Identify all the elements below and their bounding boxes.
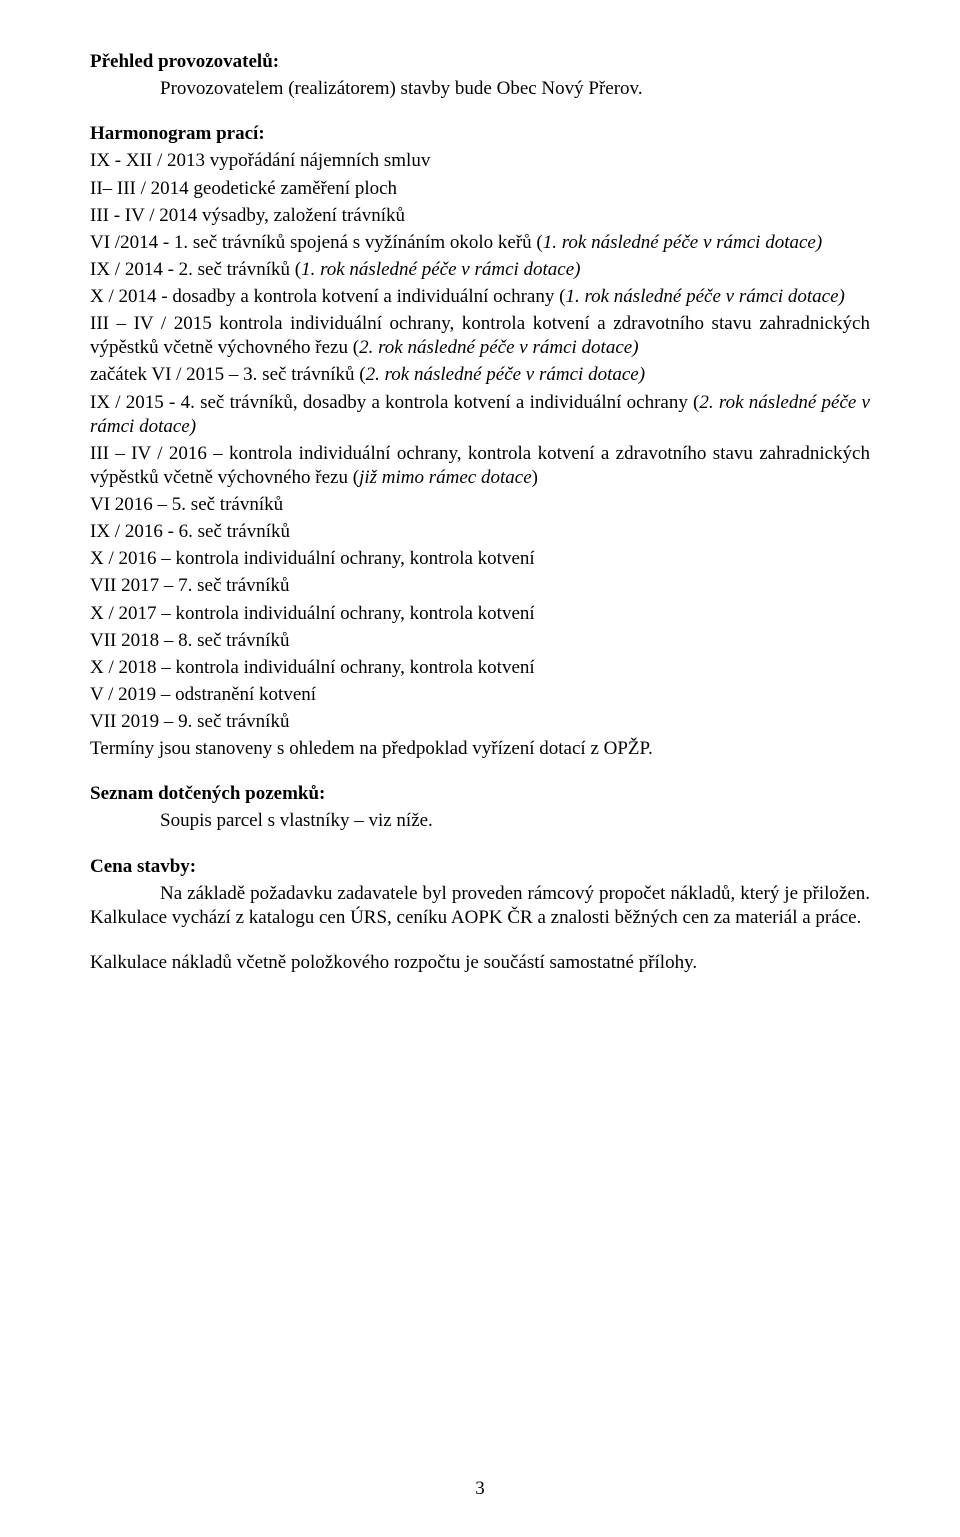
schedule-line: VI /2014 - 1. seč trávníků spojená s vyž… <box>90 231 870 255</box>
price-heading: Cena stavby: <box>90 855 870 879</box>
page: Přehled provozovatelů: Provozovatelem (r… <box>0 0 960 1537</box>
schedule-text: začátek VI / 2015 – 3. seč trávníků ( <box>90 364 366 385</box>
schedule-text: IX / 2014 - 2. seč trávníků ( <box>90 259 301 280</box>
parcels-heading: Seznam dotčených pozemků: <box>90 782 870 806</box>
schedule-line: začátek VI / 2015 – 3. seč trávníků (2. … <box>90 363 870 387</box>
parcels-body: Soupis parcel s vlastníky – viz níže. <box>90 809 870 833</box>
schedule-italic: 2. rok následné péče v rámci dotace) <box>366 364 645 385</box>
schedule-line: VII 2019 – 9. seč trávníků <box>90 710 870 734</box>
schedule-line: VI 2016 – 5. seč trávníků <box>90 493 870 517</box>
schedule-line: Termíny jsou stanoveny s ohledem na před… <box>90 737 870 761</box>
price-paragraph: Na základě požadavku zadavatele byl prov… <box>90 882 870 930</box>
schedule-line: IX / 2014 - 2. seč trávníků (1. rok násl… <box>90 258 870 282</box>
schedule-italic: 1. rok následné péče v rámci dotace) <box>565 286 844 307</box>
schedule-line: VII 2017 – 7. seč trávníků <box>90 574 870 598</box>
schedule-line: X / 2014 - dosadby a kontrola kotvení a … <box>90 285 870 309</box>
schedule-line: X / 2017 – kontrola individuální ochrany… <box>90 602 870 626</box>
schedule-line: X / 2016 – kontrola individuální ochrany… <box>90 547 870 571</box>
schedule-line: IX - XII / 2013 vypořádání nájemních sml… <box>90 149 870 173</box>
overview-body: Provozovatelem (realizátorem) stavby bud… <box>90 77 870 101</box>
schedule-italic: 2. rok následné péče v rámci dotace) <box>359 337 638 358</box>
price-paragraph: Kalkulace nákladů včetně položkového roz… <box>90 951 870 975</box>
schedule-line: IX / 2015 - 4. seč trávníků, dosadby a k… <box>90 391 870 439</box>
schedule-italic: 1. rok následné péče v rámci dotace) <box>543 232 822 253</box>
schedule-heading: Harmonogram prací: <box>90 122 870 146</box>
schedule-line: III – IV / 2016 – kontrola individuální … <box>90 442 870 490</box>
schedule-text: VI /2014 - 1. seč trávníků spojená s vyž… <box>90 232 543 253</box>
page-number: 3 <box>0 1477 960 1501</box>
schedule-italic: již mimo rámec dotace <box>359 467 532 488</box>
schedule-text: IX / 2015 - 4. seč trávníků, dosadby a k… <box>90 392 699 413</box>
schedule-text: ) <box>532 467 538 488</box>
schedule-text: X / 2014 - dosadby a kontrola kotvení a … <box>90 286 565 307</box>
schedule-line: II– III / 2014 geodetické zaměření ploch <box>90 177 870 201</box>
schedule-italic: 1. rok následné péče v rámci dotace) <box>301 259 580 280</box>
schedule-line: IX / 2016 - 6. seč trávníků <box>90 520 870 544</box>
schedule-line: VII 2018 – 8. seč trávníků <box>90 629 870 653</box>
schedule-line: V / 2019 – odstranění kotvení <box>90 683 870 707</box>
schedule-line: III – IV / 2015 kontrola individuální oc… <box>90 312 870 360</box>
schedule-line: X / 2018 – kontrola individuální ochrany… <box>90 656 870 680</box>
schedule-line: III - IV / 2014 výsadby, založení trávní… <box>90 204 870 228</box>
overview-heading: Přehled provozovatelů: <box>90 50 870 74</box>
